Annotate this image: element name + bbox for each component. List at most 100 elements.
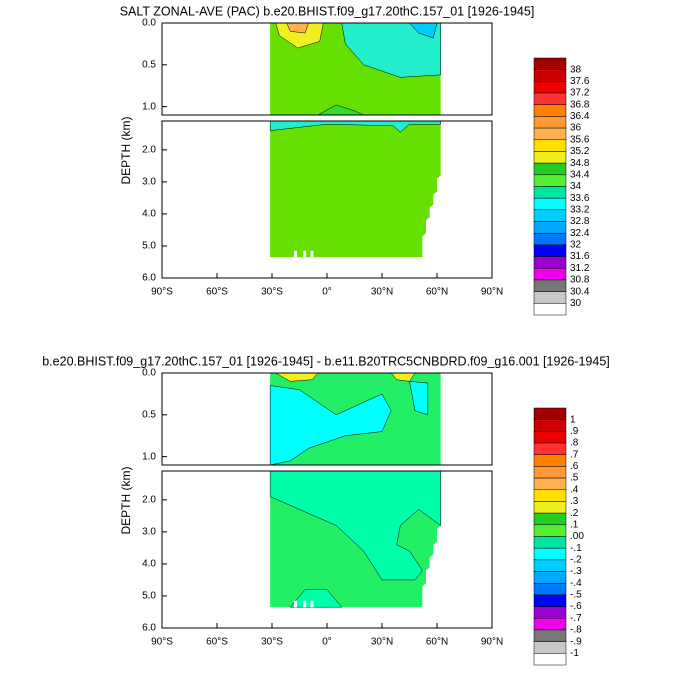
colorbar-label: .2 xyxy=(570,508,579,519)
field-region xyxy=(270,121,441,258)
x-tick-label: 90°N xyxy=(481,287,503,298)
land-gap xyxy=(294,250,297,258)
colorbar-box xyxy=(533,127,567,141)
x-tick-label: 60°N xyxy=(426,287,448,298)
x-tick-label: 30°N xyxy=(371,637,393,648)
colorbar-box xyxy=(533,606,567,619)
y-tick-label: 2.0 xyxy=(142,494,156,505)
colorbar-label: -.2 xyxy=(570,555,582,566)
chart-title: b.e20.BHIST.f09_g17.20thC.157_01 [1926-1… xyxy=(42,354,610,368)
colorbar-box xyxy=(533,629,567,642)
colorbar-label: .4 xyxy=(570,484,579,495)
colorbar-label: 30.8 xyxy=(570,275,590,286)
y-tick-label: 0.5 xyxy=(142,59,156,70)
x-tick-label: 90°S xyxy=(151,637,173,648)
field-region xyxy=(269,470,441,581)
colorbar-label: 1 xyxy=(570,414,576,425)
x-tick-label: 90°S xyxy=(151,287,173,298)
y-axis-label: DEPTH (km) xyxy=(119,467,133,535)
colorbar-box xyxy=(533,536,567,549)
colorbar-box xyxy=(533,232,567,246)
y-tick-label: 6.0 xyxy=(142,273,156,284)
colorbar-label: 32.4 xyxy=(570,228,590,239)
colorbar-label: .00 xyxy=(570,531,584,542)
x-tick-label: 60°S xyxy=(206,637,228,648)
colorbar-box xyxy=(533,303,567,316)
colorbar-label: -.4 xyxy=(570,578,582,589)
colorbar-label: .6 xyxy=(570,461,579,472)
colorbar-label: -.1 xyxy=(570,543,582,554)
colorbar-box xyxy=(533,268,567,281)
y-tick-label: 2.0 xyxy=(142,144,156,155)
colorbar-label: 32 xyxy=(570,240,582,251)
colorbar-box xyxy=(533,419,567,432)
upper-frame xyxy=(161,22,493,116)
colorbar-box xyxy=(533,594,567,607)
x-tick-label: 30°S xyxy=(261,287,283,298)
colorbar-box xyxy=(533,151,567,164)
colorbar-box xyxy=(533,454,567,467)
colorbar-label: -.8 xyxy=(570,625,582,636)
y-tick-label: 6.0 xyxy=(142,623,156,634)
colorbar-label: 37.6 xyxy=(570,76,590,87)
colorbar-label: 35.6 xyxy=(570,134,590,145)
colorbar-label: 36.8 xyxy=(570,99,590,110)
colorbar-label: 30 xyxy=(570,298,582,309)
colorbar-box xyxy=(533,209,567,222)
colorbar-label: 37.2 xyxy=(570,88,590,99)
colorbar-box xyxy=(533,653,567,666)
colorbar-label: -.9 xyxy=(570,636,582,647)
land-gap xyxy=(303,600,307,608)
colorbar-label: -.3 xyxy=(570,566,582,577)
land-gap xyxy=(294,600,297,608)
colorbar-box xyxy=(533,501,567,514)
colorbar-box xyxy=(533,641,567,654)
colorbar-box xyxy=(533,81,567,94)
colorbar-label: 38 xyxy=(570,64,582,75)
x-tick-label: 30°S xyxy=(261,637,283,648)
x-tick-label: 0° xyxy=(322,637,332,648)
colorbar-box xyxy=(533,559,567,572)
colorbar-box xyxy=(533,256,567,269)
colorbar-label: 35.2 xyxy=(570,146,590,157)
x-tick-label: 30°N xyxy=(371,287,393,298)
colorbar-box xyxy=(533,512,567,526)
field-region xyxy=(269,385,392,466)
y-tick-label: 0.5 xyxy=(142,409,156,420)
field-region xyxy=(409,381,429,416)
colorbar-label: .8 xyxy=(570,438,579,449)
colorbar-box xyxy=(533,547,567,561)
y-axis-label: DEPTH (km) xyxy=(119,117,133,185)
colorbar-box xyxy=(533,116,567,129)
y-tick-label: 5.0 xyxy=(142,241,156,252)
y-tick-label: 5.0 xyxy=(142,591,156,602)
colorbar-box xyxy=(533,197,567,211)
colorbar-label: 36 xyxy=(570,123,582,134)
land-gap xyxy=(310,600,314,608)
colorbar-label: -.6 xyxy=(570,601,582,612)
colorbar-box xyxy=(533,466,567,479)
upper-frame xyxy=(161,372,493,466)
land-gap xyxy=(303,250,307,258)
colorbar-label: -1 xyxy=(570,648,579,659)
x-tick-label: 60°S xyxy=(206,287,228,298)
y-tick-label: 0.0 xyxy=(142,18,156,29)
y-tick-label: 1.0 xyxy=(142,101,156,112)
colorbar-box xyxy=(533,618,567,631)
colorbar-label: -.7 xyxy=(570,613,582,624)
colorbar-label: .1 xyxy=(570,519,579,530)
colorbar-label: 36.4 xyxy=(570,111,590,122)
colorbar-box xyxy=(533,57,567,70)
colorbar-label: .5 xyxy=(570,473,579,484)
colorbar-label: 30.4 xyxy=(570,286,590,297)
colorbar-label: 33.2 xyxy=(570,205,590,216)
colorbar-label: .7 xyxy=(570,449,579,460)
y-tick-label: 4.0 xyxy=(142,559,156,570)
colorbar-label: 34 xyxy=(570,181,582,192)
colorbar-box xyxy=(533,139,567,152)
y-tick-label: 4.0 xyxy=(142,209,156,220)
colorbar-label: 34.8 xyxy=(570,158,590,169)
y-tick-label: 0.0 xyxy=(142,368,156,379)
colorbar-box xyxy=(533,291,567,304)
